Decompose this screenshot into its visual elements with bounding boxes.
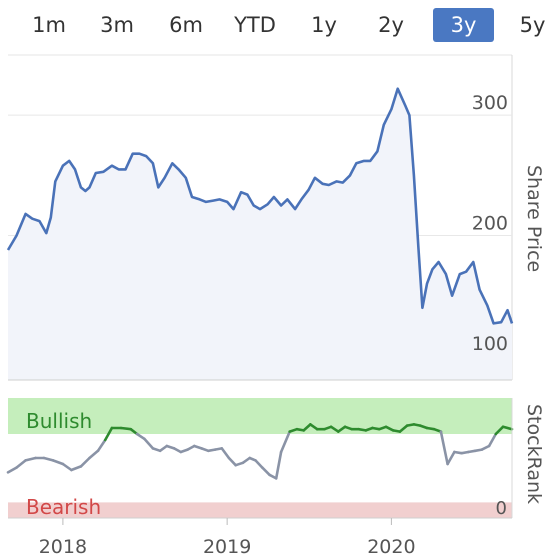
stockrank-line-segment (480, 444, 491, 451)
stockrank-line-segment (398, 424, 409, 433)
range-tab-3y[interactable]: 3y (433, 8, 494, 42)
range-tab-1m[interactable]: 1m (32, 13, 66, 37)
stockrank-line-segment (135, 432, 146, 441)
range-tab-5y[interactable]: 5y (519, 13, 546, 37)
stockrank-line-segment (487, 432, 498, 448)
stockrank-line-segment (96, 438, 107, 453)
stockrank-line-segment (15, 459, 27, 469)
price-tick-label: 200 (472, 213, 508, 235)
bullish-zone-label: Bullish (26, 409, 92, 433)
time-axis-label: 2020 (367, 536, 415, 557)
stockrank-line-segment (254, 459, 264, 469)
stockrank-line-segment (446, 450, 456, 466)
stockrank-line-segment (88, 449, 100, 460)
stockrank-line-segment (501, 425, 514, 431)
stockrank-line-segment (279, 430, 292, 454)
stockrank-line-segment (439, 430, 449, 466)
stockrank-line-segment (274, 450, 283, 480)
bearish-zone (8, 502, 512, 518)
stockrank-line-segment (384, 425, 395, 432)
range-tab-1y[interactable]: 1y (311, 13, 337, 37)
bearish-zone-label: Bearish (26, 495, 101, 519)
stockrank-line-segment (336, 425, 347, 433)
stockrank-line-segment (227, 456, 237, 467)
stockrank-line-segment (241, 456, 251, 465)
price-line (6, 87, 514, 325)
range-tab-3m[interactable]: 3m (100, 13, 134, 37)
stockrank-line-segment (329, 425, 340, 433)
stockrank-line-segment (309, 423, 319, 431)
stockrank-line-segment (79, 456, 91, 468)
price-tick-label: 100 (472, 333, 508, 355)
stockrank-line-segment (158, 444, 169, 453)
range-tab-2y[interactable]: 2y (378, 13, 404, 37)
stockrank-line-segment (129, 427, 139, 436)
stockrank-line-segment (61, 462, 73, 472)
time-axis-label: 2018 (39, 536, 87, 557)
range-tab-6m[interactable]: 6m (169, 13, 203, 37)
stockrank-line-segment (103, 426, 114, 442)
price-tick-label: 300 (472, 92, 508, 114)
stockrank-line-segment (70, 465, 83, 472)
stockrank-line-segment (494, 425, 505, 436)
stockrank-line-segment (260, 466, 271, 477)
stockrank-line-segment (143, 437, 155, 450)
range-selector: 1m 3m 6m YTD 1y 2y 3y 5y (0, 4, 560, 46)
stockrank-line-segment (6, 466, 18, 474)
stockrank-line-segment (119, 426, 133, 431)
price-area-fill (8, 88, 512, 380)
stockrank-line-segment (302, 423, 312, 432)
price-axis-title: Share Price (523, 165, 545, 272)
stockrank-line-segment (51, 459, 65, 466)
rank-tick-zero: 0 (496, 498, 507, 519)
stockrank-line-segment (42, 456, 55, 462)
time-axis: 2018 2019 2020 (8, 517, 512, 557)
stockrank-line-segment (220, 447, 231, 460)
time-axis-label: 2019 (203, 536, 251, 557)
price-axis-ticks: 100 200 300 (472, 92, 508, 355)
rank-axis-title: StockRank (523, 404, 545, 504)
range-tab-ytd[interactable]: YTD (234, 13, 276, 37)
stockrank-line (6, 423, 514, 480)
stockrank-line-segment (24, 456, 37, 462)
